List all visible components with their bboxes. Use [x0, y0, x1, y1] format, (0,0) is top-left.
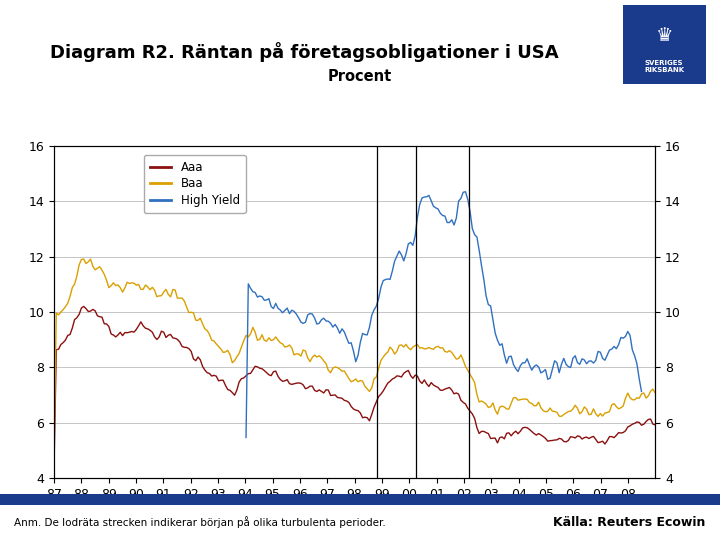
Aaa [66, 331, 74, 338]
Text: Procent: Procent [328, 69, 392, 84]
High Yield [308, 311, 317, 318]
Baa [50, 447, 58, 453]
Baa [310, 352, 319, 359]
High Yield [276, 307, 284, 313]
Baa [429, 346, 438, 353]
Baa [278, 341, 287, 347]
Text: ♛: ♛ [655, 26, 673, 45]
Aaa [248, 367, 257, 373]
Baa [79, 256, 88, 262]
Text: Anm. De lodräta strecken indikerar början på olika turbulenta perioder.: Anm. De lodräta strecken indikerar börja… [14, 516, 386, 528]
Line: Aaa: Aaa [54, 306, 655, 468]
Baa [66, 293, 74, 300]
High Yield [392, 253, 401, 259]
Line: High Yield: High Yield [246, 192, 642, 437]
Baa [651, 390, 660, 396]
Text: SVERIGES
RIKSBANK: SVERIGES RIKSBANK [644, 60, 684, 73]
High Yield [427, 198, 436, 204]
Aaa [395, 373, 403, 380]
Baa [248, 324, 257, 330]
Legend: Aaa, Baa, High Yield: Aaa, Baa, High Yield [144, 155, 246, 213]
Aaa [651, 422, 660, 428]
Line: Baa: Baa [54, 259, 655, 450]
Aaa [79, 303, 88, 309]
High Yield [246, 285, 255, 292]
Aaa [310, 387, 319, 394]
Text: Diagram R2. Räntan på företagsobligationer i USA: Diagram R2. Räntan på företagsobligation… [50, 42, 559, 62]
Baa [395, 342, 403, 349]
Aaa [50, 465, 58, 471]
Aaa [278, 378, 287, 384]
Text: Källa: Reuters Ecowin: Källa: Reuters Ecowin [553, 516, 706, 529]
Aaa [429, 382, 438, 388]
